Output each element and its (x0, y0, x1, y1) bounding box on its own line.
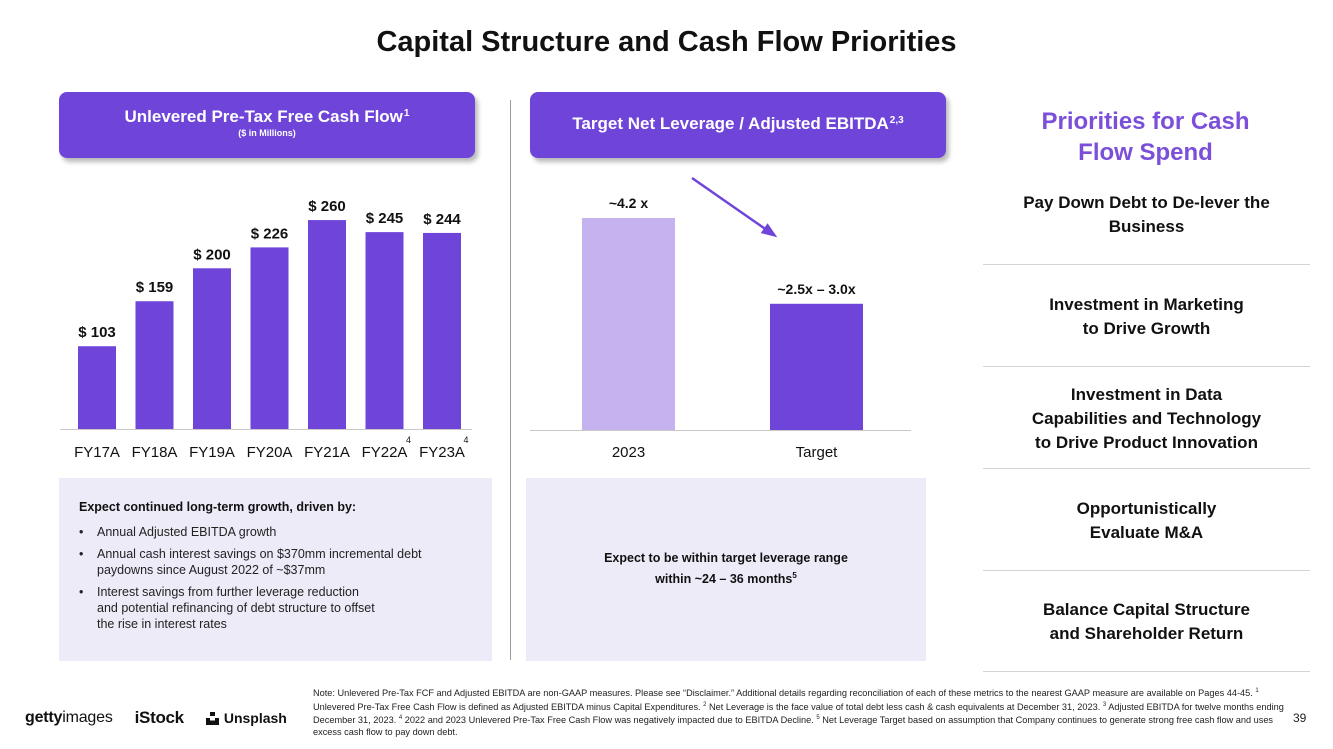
priorities-title: Priorities for Cash Flow Spend (1041, 108, 1250, 166)
unsplash-icon (205, 711, 219, 725)
leverage-chart-header: Target Net Leverage / Adjusted EBITDA2,3 (530, 92, 946, 158)
leverage-target-box: Expect to be within target leverage rang… (526, 478, 926, 661)
fcf-bar-value-label: $ 200 (193, 246, 231, 263)
leverage-bar (770, 303, 863, 430)
fcf-header-title: Unlevered Pre-Tax Free Cash Flow (124, 107, 403, 126)
growth-driver-text: Interest savings from further leverage r… (97, 585, 375, 631)
priority-item-marketing: Investment in Marketing to Drive Growth (1049, 295, 1244, 338)
page-title: Capital Structure and Cash Flow Prioriti… (376, 26, 957, 58)
priority-item-m-and-a: Opportunistically Evaluate M&A (1076, 499, 1217, 542)
fcf-category-superscript: 4 (463, 435, 468, 445)
fcf-category-label: FY19A (189, 444, 235, 461)
fcf-category-label: FY23A (419, 444, 465, 461)
cash-flow-priorities: Priorities for Cash Flow Spend Pay Down … (983, 106, 1310, 672)
fcf-category-label: FY22A (362, 444, 408, 461)
fcf-header-sup: 1 (403, 107, 410, 119)
decrease-arrow (691, 176, 775, 237)
brand-logos: gettyimages iStock Unsplash (25, 706, 287, 730)
fcf-bar (193, 268, 231, 429)
priority-divider (983, 264, 1310, 265)
leverage-bar (582, 217, 675, 430)
fcf-bar-chart: $ 103 FY17A $ 159 FY18A $ 200 FY19A $ 226 FY20A… (60, 198, 472, 461)
leverage-bar-value-label: ~2.5x – 3.0x (777, 281, 855, 297)
leverage-category-label: Target (796, 444, 839, 461)
growth-drivers-title: Expect continued long-term growth, drive… (79, 500, 357, 514)
priority-divider (983, 570, 1310, 571)
growth-driver-text: Annual Adjusted EBITDA growth (97, 525, 277, 539)
istock-logo: iStock (134, 708, 185, 727)
leverage-header-sup: 2,3 (889, 114, 904, 126)
fcf-bar-value-label: $ 226 (251, 225, 289, 242)
leverage-target-text: Expect to be within target leverage rang… (604, 550, 848, 588)
growth-driver-text: Annual cash interest savings on $370mm i… (97, 547, 422, 577)
priority-divider (983, 671, 1310, 672)
growth-driver-item: • Annual Adjusted EBITDA growth (79, 524, 470, 540)
fcf-bar-value-label: $ 103 (78, 324, 116, 341)
fcf-bar (78, 346, 116, 429)
fcf-chart-header: Unlevered Pre-Tax Free Cash Flow1 ($ in … (59, 92, 475, 158)
leverage-header-title: Target Net Leverage / Adjusted EBITDA (572, 114, 889, 133)
getty-images-logo: gettyimages (25, 709, 113, 726)
bullet-icon: • (79, 585, 84, 599)
priority-item-debt: Pay Down Debt to De-lever the Business (1023, 193, 1270, 236)
fcf-bar (308, 220, 346, 429)
bullet-icon: • (79, 525, 84, 539)
panel-divider (510, 100, 511, 660)
fcf-bar (423, 232, 461, 429)
fcf-bar-value-label: $ 260 (308, 198, 346, 215)
priority-divider (983, 366, 1310, 367)
growth-driver-item: • Annual cash interest savings on $370mm … (79, 546, 470, 578)
fcf-bar-value-label: $ 244 (423, 211, 461, 228)
fcf-header-subtitle: ($ in Millions) (238, 128, 296, 138)
leverage-bar-chart: ~4.2 x 2023 ~2.5x – 3.0x Target (530, 176, 911, 461)
priority-item-technology: Investment in Data Capabilities and Tech… (1031, 385, 1262, 452)
fcf-bar (365, 232, 404, 429)
decrease-arrow-head (760, 223, 778, 238)
unsplash-logo: Unsplash (205, 710, 287, 726)
growth-drivers-box: Expect continued long-term growth, drive… (59, 478, 492, 661)
fcf-category-label: FY18A (132, 444, 178, 461)
fcf-category-label: FY17A (74, 444, 120, 461)
priority-divider (983, 468, 1310, 469)
growth-driver-item: • Interest savings from further leverage … (79, 584, 470, 632)
fcf-bar (135, 301, 174, 429)
bullet-icon: • (79, 547, 84, 561)
leverage-category-label: 2023 (612, 444, 645, 461)
fcf-category-superscript: 4 (406, 435, 411, 445)
page-number: 39 (1293, 711, 1307, 725)
fcf-category-label: FY20A (247, 444, 293, 461)
leverage-target-sup: 5 (792, 571, 797, 581)
priority-item-shareholder-return: Balance Capital Structure and Shareholde… (1043, 600, 1250, 643)
fcf-bar-value-label: $ 245 (366, 210, 404, 227)
growth-drivers-list: • Annual Adjusted EBITDA growth • Annual ca… (79, 524, 470, 632)
leverage-target-note: Expect to be within target leverage rang… (604, 551, 848, 587)
leverage-bar-value-label: ~4.2 x (609, 195, 649, 211)
fcf-bar-value-label: $ 159 (136, 279, 174, 296)
fcf-bar (250, 247, 289, 429)
fcf-category-label: FY21A (304, 444, 350, 461)
footnote: Note: Unlevered Pre-Tax FCF and Adjusted… (313, 688, 1284, 737)
